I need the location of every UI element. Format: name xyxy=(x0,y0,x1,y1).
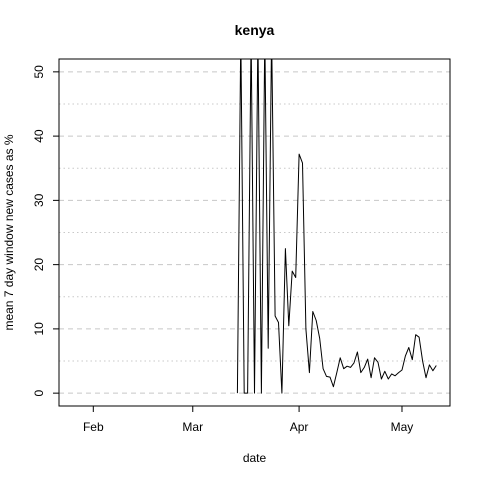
plot-frame xyxy=(58,58,451,407)
y-tick-label-0: 0 xyxy=(32,389,46,396)
x-tick-label-1: Mar xyxy=(182,420,203,434)
y-tick-label-2: 20 xyxy=(32,258,46,272)
y-tick-label-4: 40 xyxy=(32,129,46,143)
chart-title: kenya xyxy=(235,22,275,38)
y-tick-label-3: 30 xyxy=(32,193,46,207)
y-axis: 0 10 20 30 40 50 xyxy=(32,65,59,396)
series-line xyxy=(236,59,437,394)
y-axis-label: mean 7 day window new cases as % xyxy=(2,134,16,330)
gridlines xyxy=(59,71,450,394)
x-tick-label-2: Apr xyxy=(290,420,309,434)
y-tick-label-5: 50 xyxy=(32,65,46,79)
x-axis: Feb Mar Apr May xyxy=(83,406,413,434)
x-tick-label-3: May xyxy=(391,420,414,434)
y-tick-label-1: 10 xyxy=(32,322,46,336)
x-tick-label-0: Feb xyxy=(83,420,104,434)
x-axis-label: date xyxy=(243,451,267,465)
